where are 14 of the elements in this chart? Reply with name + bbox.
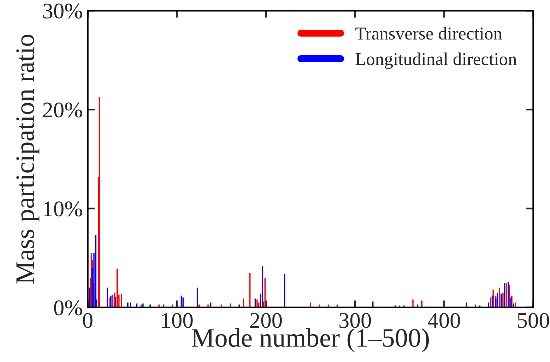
- x-tick-label: 200: [250, 313, 282, 328]
- y-tick-label: 20%: [43, 102, 82, 118]
- y-tick-label: 30%: [43, 4, 82, 19]
- x-tick-label: 500: [518, 313, 550, 328]
- y-tick-label: 0%: [54, 300, 82, 316]
- x-axis-title: Mode number (1–500): [192, 328, 430, 352]
- x-tick-label: 400: [428, 313, 460, 328]
- x-tick-label: 100: [162, 313, 193, 328]
- x-tick-label: 300: [340, 313, 372, 328]
- legend-label: Longitudinal direction: [356, 52, 517, 70]
- y-tick-label: 10%: [44, 202, 82, 217]
- x-tick-label: 0: [83, 313, 93, 328]
- y-axis-title: Mass participation ratio: [16, 34, 40, 284]
- legend-label: Transverse direction: [356, 27, 502, 40]
